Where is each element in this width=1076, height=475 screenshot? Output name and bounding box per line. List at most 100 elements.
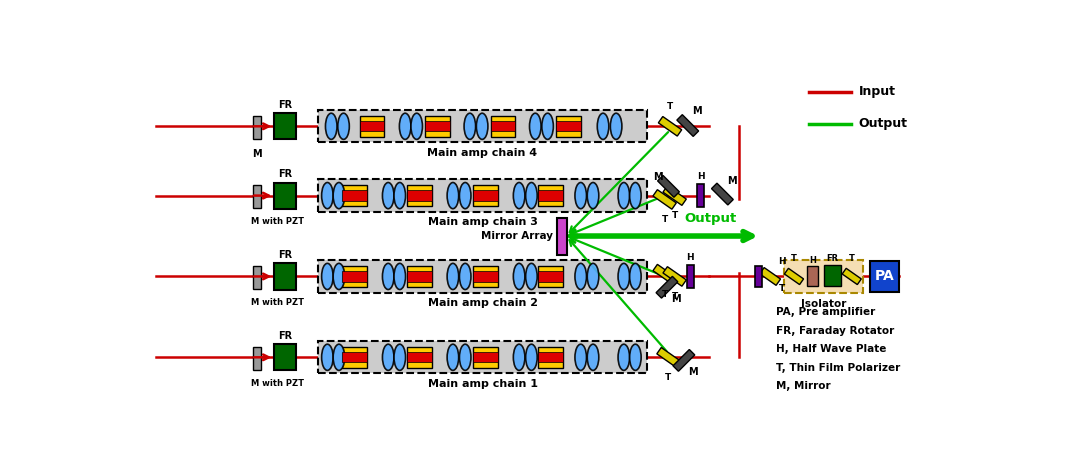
Bar xyxy=(557,218,567,255)
Text: M with PZT: M with PZT xyxy=(251,217,305,226)
Ellipse shape xyxy=(394,182,406,209)
Text: T: T xyxy=(662,215,668,224)
Bar xyxy=(408,190,433,201)
Ellipse shape xyxy=(459,263,471,290)
Bar xyxy=(274,182,296,209)
Bar xyxy=(253,185,261,208)
Ellipse shape xyxy=(575,182,586,209)
Ellipse shape xyxy=(513,344,525,370)
Text: FR, Faraday Rotator: FR, Faraday Rotator xyxy=(776,326,894,336)
Ellipse shape xyxy=(394,344,406,370)
Text: M with PZT: M with PZT xyxy=(251,298,305,307)
Bar xyxy=(677,114,698,136)
Ellipse shape xyxy=(382,263,394,290)
Text: M: M xyxy=(653,172,663,182)
Bar xyxy=(408,185,433,206)
Ellipse shape xyxy=(526,263,537,290)
Text: FR: FR xyxy=(278,170,292,180)
Bar xyxy=(342,347,367,368)
Bar xyxy=(556,121,581,132)
Text: T: T xyxy=(671,292,678,301)
Text: Main amp chain 2: Main amp chain 2 xyxy=(427,298,538,308)
Bar xyxy=(473,190,497,201)
Text: T: T xyxy=(671,211,678,220)
Ellipse shape xyxy=(618,344,629,370)
Text: H: H xyxy=(778,257,785,266)
Text: Mirror Array: Mirror Array xyxy=(481,231,553,241)
Bar xyxy=(318,110,647,142)
Bar xyxy=(807,266,818,285)
Text: T, Thin Film Polarizer: T, Thin Film Polarizer xyxy=(776,363,901,373)
Ellipse shape xyxy=(526,344,537,370)
Text: M: M xyxy=(671,294,681,304)
Text: T: T xyxy=(665,373,671,382)
Bar xyxy=(473,352,497,362)
Bar xyxy=(408,271,433,282)
Ellipse shape xyxy=(513,182,525,209)
Bar xyxy=(473,185,497,206)
Bar xyxy=(686,265,694,288)
Bar xyxy=(342,271,367,282)
Bar xyxy=(538,190,563,201)
Ellipse shape xyxy=(448,182,458,209)
Text: FR: FR xyxy=(278,100,292,110)
Bar xyxy=(538,266,563,287)
Text: PA, Pre amplifier: PA, Pre amplifier xyxy=(776,307,876,317)
Bar xyxy=(653,190,677,209)
Ellipse shape xyxy=(338,113,350,139)
Bar xyxy=(491,121,515,132)
Text: T: T xyxy=(667,102,674,111)
Text: M: M xyxy=(692,106,702,116)
Text: Main amp chain 3: Main amp chain 3 xyxy=(427,217,538,227)
Bar xyxy=(656,276,678,298)
Text: FR: FR xyxy=(278,331,292,341)
Ellipse shape xyxy=(529,113,541,139)
Bar xyxy=(659,116,682,136)
Ellipse shape xyxy=(448,344,458,370)
Ellipse shape xyxy=(325,113,337,139)
Text: FR: FR xyxy=(826,254,838,263)
Bar xyxy=(318,341,647,373)
Ellipse shape xyxy=(618,182,629,209)
Bar xyxy=(870,261,900,292)
Text: Main amp chain 1: Main amp chain 1 xyxy=(427,379,538,389)
Bar xyxy=(408,352,433,362)
Ellipse shape xyxy=(597,113,609,139)
Bar xyxy=(824,265,841,286)
Text: H: H xyxy=(809,256,816,265)
Text: T: T xyxy=(791,254,797,263)
Bar xyxy=(663,266,686,286)
Bar xyxy=(359,121,384,132)
Bar xyxy=(342,352,367,362)
Bar xyxy=(318,260,647,293)
Bar xyxy=(538,347,563,368)
Text: T: T xyxy=(662,290,668,299)
Ellipse shape xyxy=(322,263,334,290)
Bar xyxy=(538,352,563,362)
Bar xyxy=(473,347,497,368)
Ellipse shape xyxy=(587,344,599,370)
Bar xyxy=(697,184,705,207)
Ellipse shape xyxy=(334,344,344,370)
Text: T: T xyxy=(849,254,854,263)
Bar xyxy=(253,266,261,289)
Ellipse shape xyxy=(587,263,599,290)
Text: M: M xyxy=(253,150,263,160)
Bar xyxy=(656,348,680,367)
Text: Output: Output xyxy=(859,117,908,131)
Bar xyxy=(342,190,367,201)
Bar xyxy=(653,265,677,284)
Ellipse shape xyxy=(575,263,586,290)
Ellipse shape xyxy=(322,344,334,370)
Text: Main amp chain 4: Main amp chain 4 xyxy=(427,148,538,158)
Ellipse shape xyxy=(542,113,553,139)
Bar xyxy=(538,185,563,206)
Bar xyxy=(538,271,563,282)
Ellipse shape xyxy=(575,344,586,370)
Bar xyxy=(342,185,367,206)
Ellipse shape xyxy=(459,182,471,209)
Bar xyxy=(657,175,679,197)
Ellipse shape xyxy=(382,344,394,370)
Ellipse shape xyxy=(587,182,599,209)
Ellipse shape xyxy=(526,182,537,209)
